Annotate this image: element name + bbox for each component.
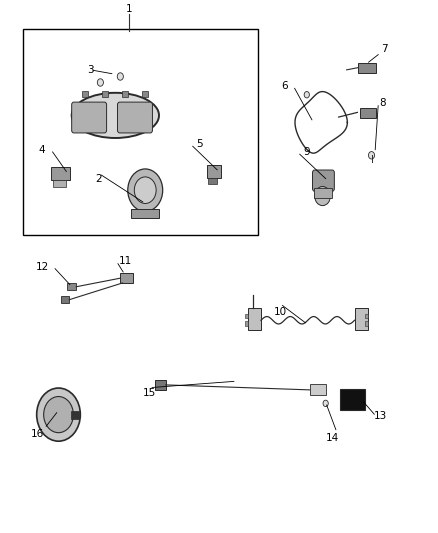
FancyBboxPatch shape: [23, 29, 258, 235]
FancyBboxPatch shape: [208, 177, 217, 183]
Text: 13: 13: [374, 411, 387, 422]
Text: 11: 11: [119, 256, 132, 266]
FancyBboxPatch shape: [120, 273, 134, 283]
FancyBboxPatch shape: [131, 209, 159, 218]
Text: 7: 7: [381, 44, 388, 53]
FancyBboxPatch shape: [314, 188, 332, 198]
Circle shape: [37, 388, 80, 441]
FancyBboxPatch shape: [142, 91, 148, 98]
Text: 4: 4: [39, 144, 46, 155]
FancyBboxPatch shape: [248, 308, 261, 330]
Text: 9: 9: [303, 147, 310, 157]
FancyBboxPatch shape: [207, 165, 221, 178]
Text: 2: 2: [95, 174, 102, 184]
FancyBboxPatch shape: [117, 102, 152, 133]
Circle shape: [314, 187, 330, 206]
FancyBboxPatch shape: [71, 411, 79, 419]
FancyBboxPatch shape: [72, 102, 106, 133]
FancyBboxPatch shape: [310, 384, 326, 394]
Text: 16: 16: [31, 429, 44, 439]
FancyBboxPatch shape: [82, 91, 88, 98]
Text: 12: 12: [35, 262, 49, 271]
FancyBboxPatch shape: [357, 63, 376, 72]
FancyBboxPatch shape: [155, 380, 166, 390]
Circle shape: [134, 177, 156, 204]
Circle shape: [128, 169, 162, 212]
FancyBboxPatch shape: [122, 91, 128, 98]
Circle shape: [368, 151, 374, 159]
FancyBboxPatch shape: [339, 390, 365, 410]
Text: 10: 10: [274, 306, 287, 317]
Circle shape: [97, 79, 103, 86]
FancyBboxPatch shape: [364, 321, 367, 326]
FancyBboxPatch shape: [245, 321, 248, 326]
FancyBboxPatch shape: [245, 314, 248, 318]
Ellipse shape: [72, 93, 159, 138]
Circle shape: [117, 73, 124, 80]
Circle shape: [304, 92, 309, 98]
FancyBboxPatch shape: [102, 91, 108, 98]
Text: 1: 1: [126, 4, 133, 14]
Circle shape: [44, 397, 73, 433]
FancyBboxPatch shape: [50, 167, 70, 180]
Circle shape: [323, 400, 328, 407]
FancyBboxPatch shape: [312, 170, 334, 191]
Text: 3: 3: [87, 65, 93, 75]
Text: 8: 8: [379, 98, 386, 108]
FancyBboxPatch shape: [355, 308, 367, 330]
FancyBboxPatch shape: [360, 108, 376, 118]
FancyBboxPatch shape: [60, 296, 69, 303]
FancyBboxPatch shape: [364, 314, 367, 318]
Text: 6: 6: [281, 81, 288, 91]
Text: 15: 15: [142, 388, 156, 398]
Text: 14: 14: [326, 433, 339, 443]
FancyBboxPatch shape: [67, 283, 76, 290]
FancyBboxPatch shape: [53, 180, 66, 187]
Text: 5: 5: [196, 139, 203, 149]
